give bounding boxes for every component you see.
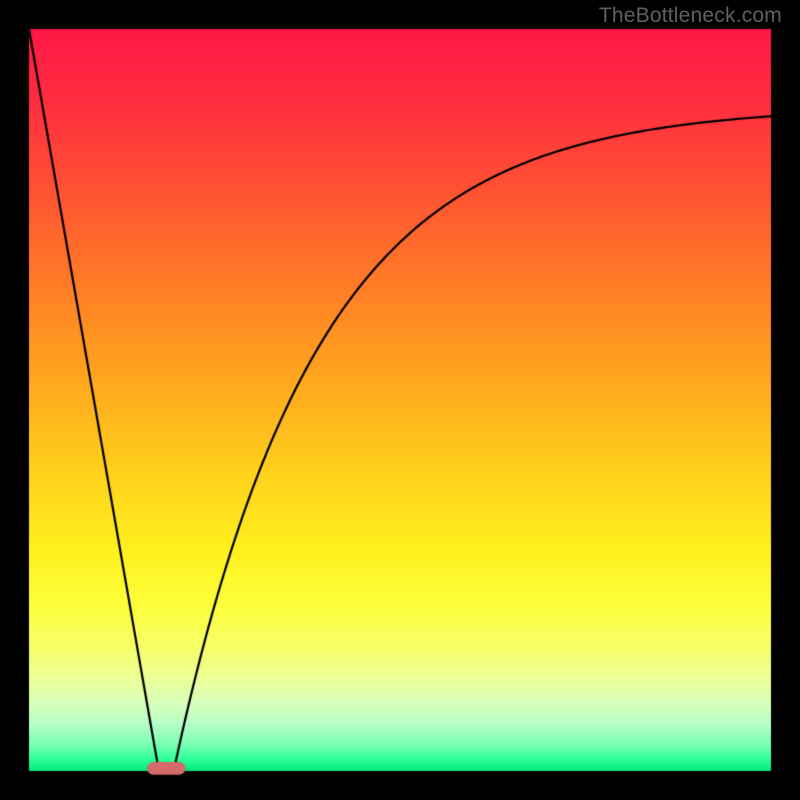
chart-container: TheBottleneck.com	[0, 0, 800, 800]
bottleneck-chart-canvas	[0, 0, 800, 800]
watermark-text: TheBottleneck.com	[599, 4, 782, 28]
